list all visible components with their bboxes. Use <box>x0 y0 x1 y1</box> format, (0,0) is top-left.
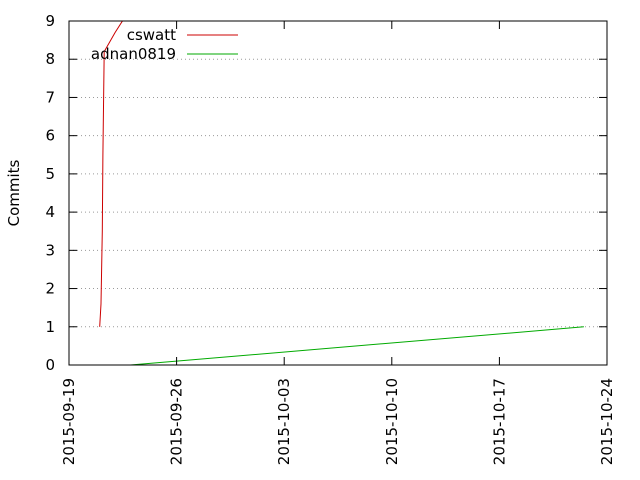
y-tick-label: 7 <box>45 88 55 106</box>
y-tick-label: 5 <box>45 165 55 183</box>
x-tick-label: 2015-09-19 <box>60 378 78 465</box>
y-tick-label: 0 <box>45 356 55 374</box>
y-axis: 0 1 2 3 4 5 6 7 8 9 <box>45 12 607 374</box>
y-tick-label: 1 <box>45 318 55 336</box>
legend-label: adnan0819 <box>91 45 176 63</box>
series-line-adnan0819 <box>130 326 584 365</box>
y-tick-label: 4 <box>45 203 55 221</box>
plot-frame <box>68 20 608 366</box>
y-tick-label: 2 <box>45 280 55 298</box>
x-tick-label: 2015-09-26 <box>168 378 186 465</box>
x-axis: 2015-09-19 2015-09-26 2015-10-03 2015-10-10… <box>60 21 616 465</box>
grid-lines <box>69 58 607 328</box>
legend-label: cswatt <box>127 26 176 44</box>
y-axis-label: Commits <box>5 159 23 226</box>
series-lines <box>99 21 584 365</box>
series-line-cswatt <box>99 21 124 327</box>
x-tick-label: 2015-10-17 <box>490 378 508 465</box>
x-tick-label: 2015-10-10 <box>383 378 401 465</box>
y-tick-label: 8 <box>45 50 55 68</box>
x-tick-label: 2015-10-24 <box>598 378 616 465</box>
y-tick-label: 3 <box>45 241 55 259</box>
x-tick-label: 2015-10-03 <box>275 378 293 465</box>
y-tick-label: 9 <box>45 12 55 30</box>
y-tick-label: 6 <box>45 127 55 145</box>
